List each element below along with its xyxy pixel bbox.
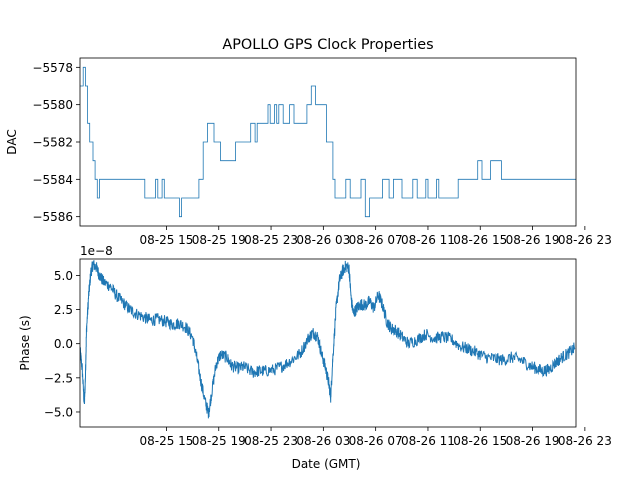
phase-y-tick-label: −5.0 [44,405,73,419]
phase-y-tick-label: 5.0 [54,269,73,283]
dac-chart: APOLLO GPS Clock Properties −5586−5584−5… [5,37,612,247]
phase-series-line [80,260,576,419]
phase-y-tick-label: −2.5 [44,371,73,385]
dac-x-tick-label: 08-26 07 [349,233,403,247]
phase-x-label: Date (GMT) [292,457,361,471]
dac-x-tick-label: 08-26 03 [296,233,350,247]
dac-x-tick-label: 08-25 23 [244,233,298,247]
phase-x-tick-label: 08-26 23 [558,434,612,448]
dac-y-tick-label: −5580 [32,98,73,112]
phase-y-tick-label: 2.5 [54,303,73,317]
dac-y-tick-label: −5578 [32,61,73,75]
dac-x-tick-label: 08-26 11 [401,233,455,247]
phase-plot-frame [79,258,577,428]
dac-x-tick-label: 08-26 23 [558,233,612,247]
phase-y-label: Phase (s) [18,315,32,370]
dac-x-tick-label: 08-25 19 [192,233,246,247]
phase-y-tick-label: 0.0 [54,337,73,351]
phase-x-tick-label: 08-26 15 [453,434,507,448]
phase-x-tick-label: 08-26 11 [401,434,455,448]
phase-offset-text: 1e−8 [80,244,113,258]
chart-title: APOLLO GPS Clock Properties [222,37,433,53]
dac-y-axis: −5586 −5584 −5582 −5580 −5578 [32,61,80,224]
dac-x-tick-label: 08-26 15 [453,233,507,247]
dac-y-tick-label: −5582 [32,136,73,150]
dac-y-tick-label: −5586 [32,210,73,224]
phase-y-axis: −5.0 −2.5 0.0 2.5 5.0 [44,269,80,419]
phase-x-tick-label: 08-25 15 [139,434,193,448]
dac-x-tick-label: 08-25 15 [139,233,193,247]
phase-x-tick-label: 08-26 19 [506,434,560,448]
phase-x-tick-label: 08-25 23 [244,434,298,448]
phase-x-tick-label: 08-26 03 [296,434,350,448]
dac-y-label: DAC [5,129,19,154]
dac-x-tick-label: 08-26 19 [506,233,560,247]
phase-x-tick-label: 08-26 07 [349,434,403,448]
phase-x-tick-label: 08-25 19 [192,434,246,448]
dac-series-line [80,66,576,218]
dac-y-tick-label: −5584 [32,173,73,187]
